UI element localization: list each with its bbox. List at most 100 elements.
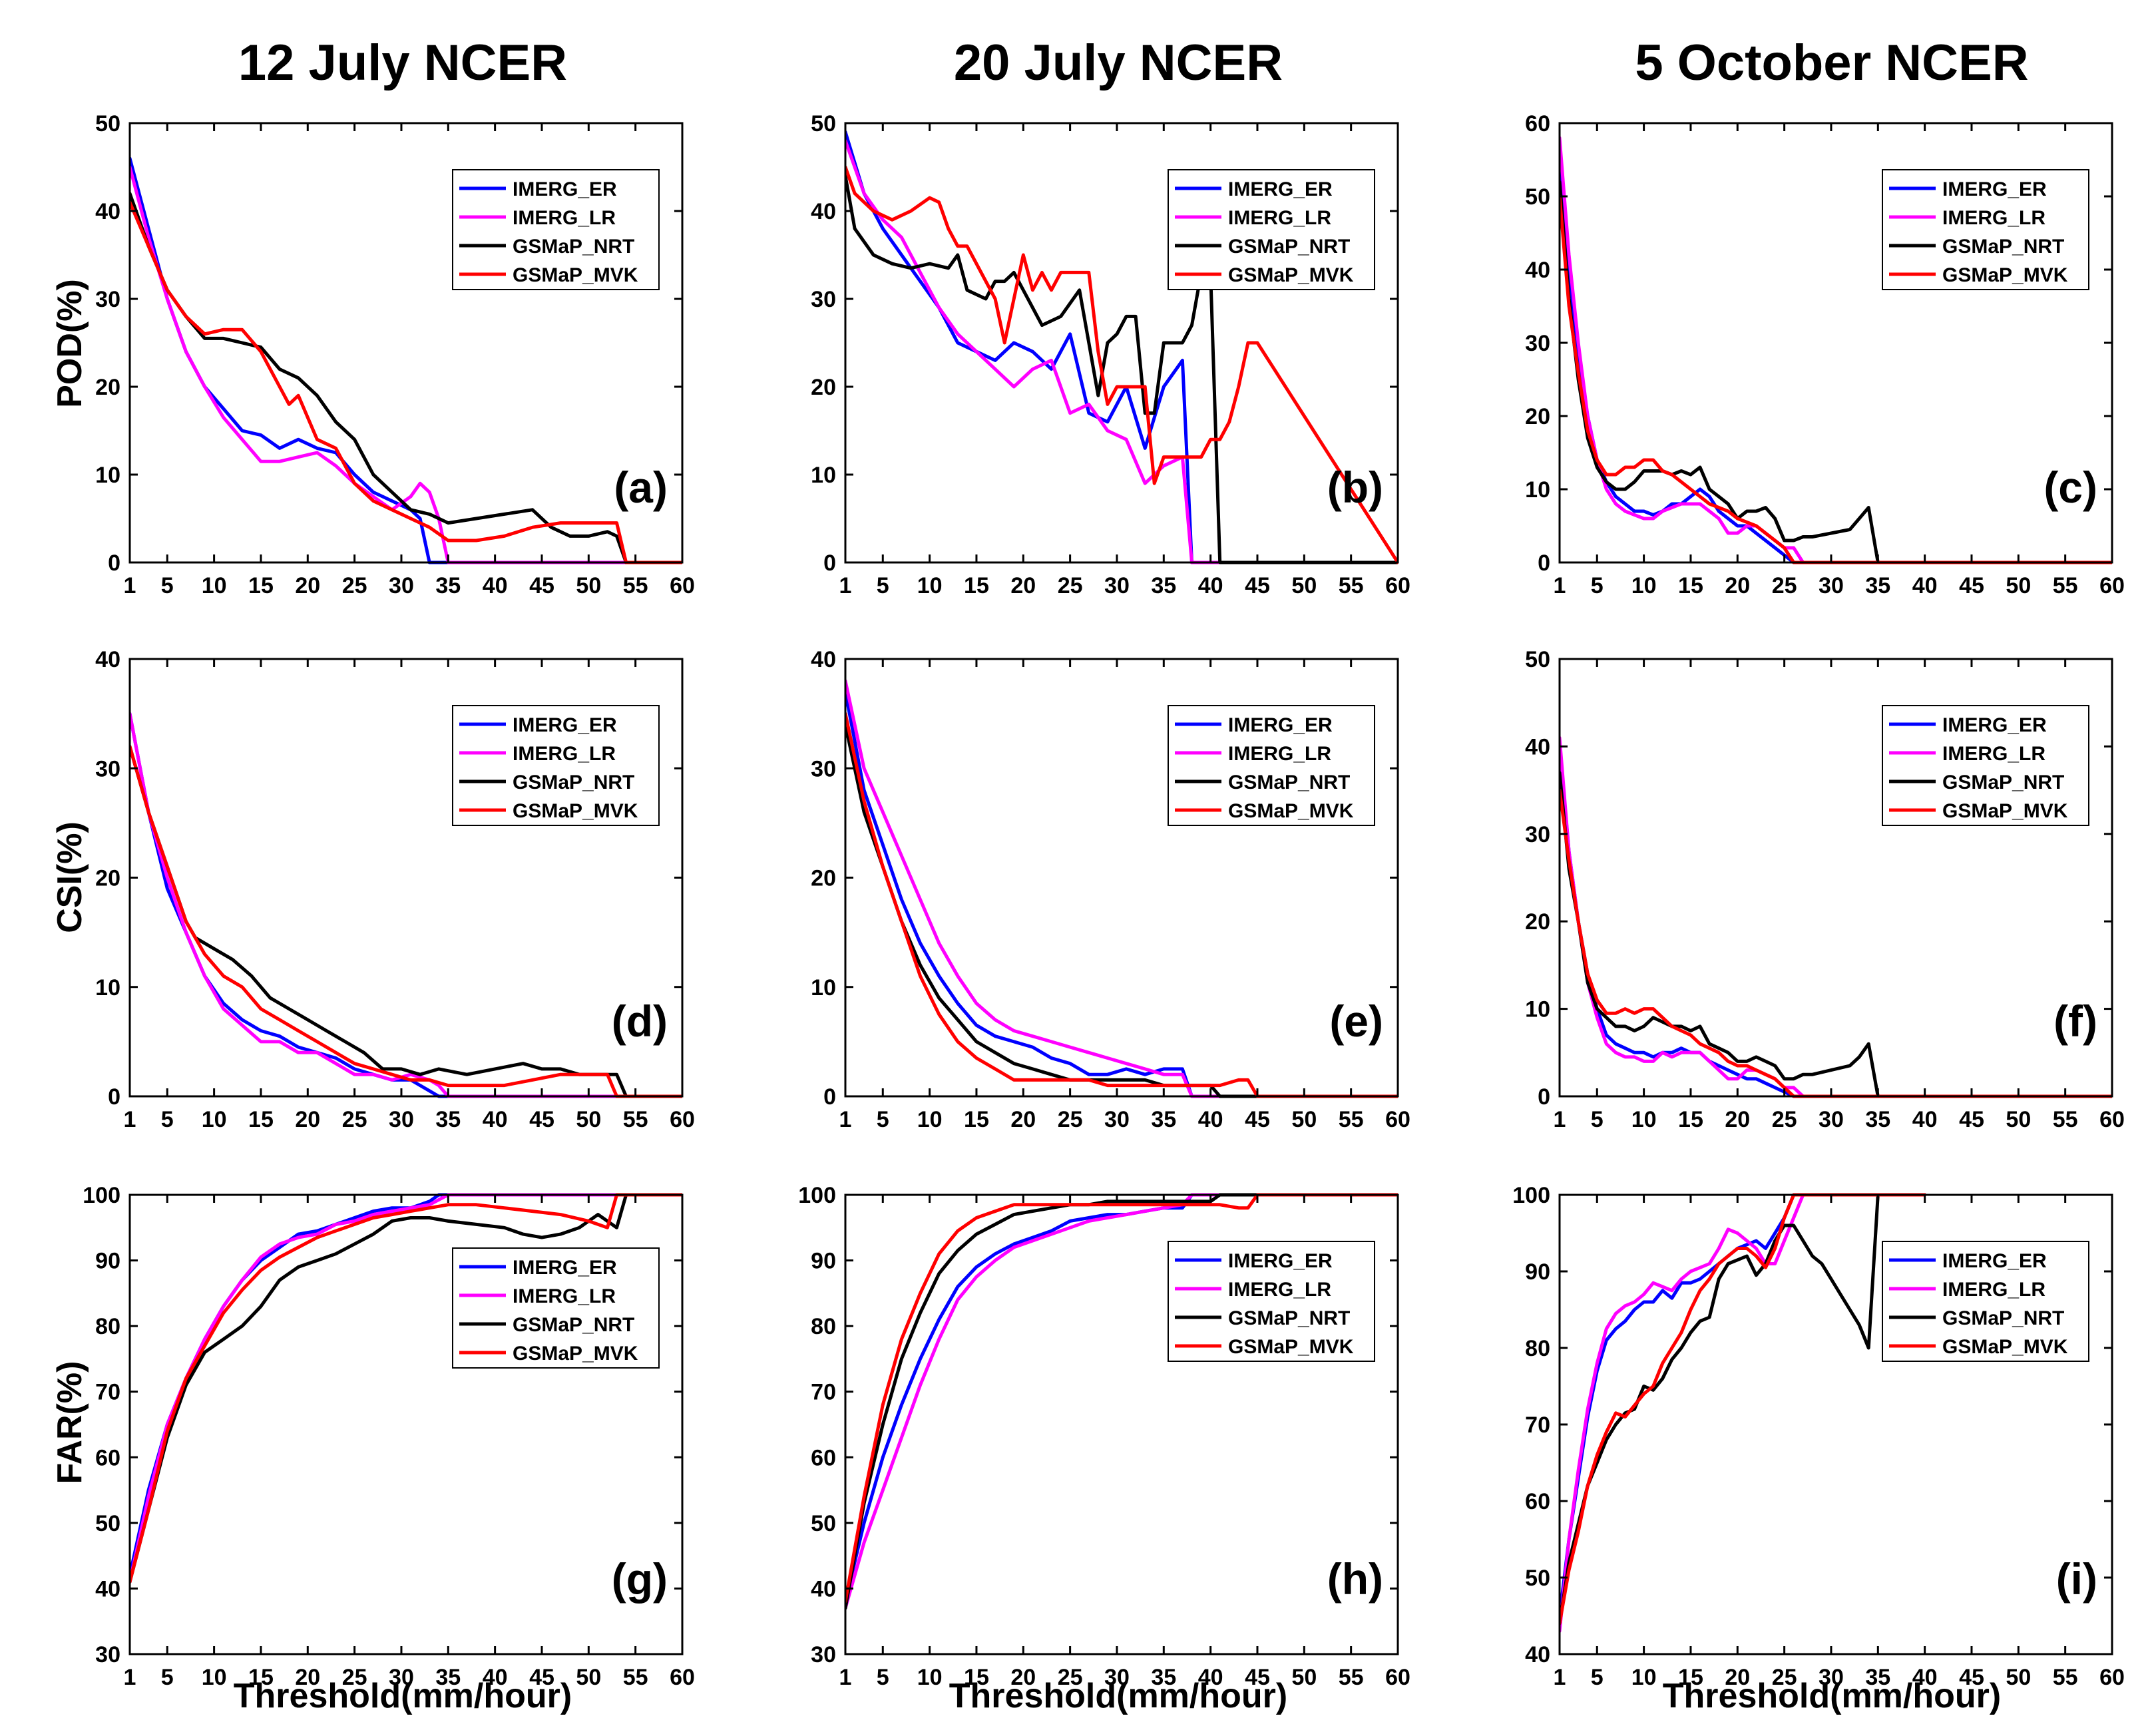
series-line-imerg-lr [1560, 1193, 1927, 1633]
xlabel-col-1: Threshold(mm/hour) [234, 1677, 572, 1715]
legend-label: IMERG_ER [513, 178, 617, 200]
panel-f-label: (f) [2053, 996, 2097, 1046]
x-tick-label: 45 [529, 573, 554, 598]
legend-label: GSMaP_NRT [1942, 1307, 2064, 1329]
y-tick-label: 20 [811, 866, 836, 891]
legend-label: GSMaP_MVK [1228, 264, 1354, 286]
y-tick-label: 0 [108, 550, 120, 576]
x-tick-label: 60 [1385, 1665, 1410, 1690]
y-tick-label: 80 [811, 1314, 836, 1339]
legend-label: IMERG_LR [1942, 743, 2045, 765]
x-tick-label: 30 [1819, 1107, 1844, 1132]
series-line-gsmap-mvk [845, 1193, 1398, 1604]
x-tick-label: 25 [1058, 1107, 1083, 1132]
y-tick-label: 10 [95, 463, 120, 488]
legend-label: IMERG_ER [1942, 178, 2047, 200]
x-tick-label: 25 [1772, 1107, 1797, 1132]
panel-g: 1 5 10 15 20 25 30 35 40 45 50 55 60 30 40 50 60 70 80 90 10… [83, 1183, 695, 1690]
x-tick-label: 45 [1245, 1107, 1270, 1132]
legend-label: IMERG_ER [1942, 714, 2047, 736]
y-tick-label: 40 [811, 647, 836, 672]
x-tick-label: 30 [389, 573, 414, 598]
x-tick-label: 40 [1198, 573, 1223, 598]
legend-label: IMERG_LR [1228, 207, 1331, 229]
x-tick-label: 10 [1631, 1665, 1657, 1690]
y-tick-label: 10 [1525, 997, 1550, 1022]
y-tick-label: 40 [1525, 258, 1550, 283]
panel-f-axes-box [1558, 658, 2113, 1098]
legend-label: IMERG_LR [1942, 1279, 2045, 1301]
x-tick-label: 30 [1819, 573, 1844, 598]
x-tick-label: 5 [877, 1665, 889, 1690]
column-title-2: 20 July NCER [954, 35, 1283, 91]
x-tick-label: 20 [295, 573, 320, 598]
panel-f-legend: IMERG_ER IMERG_LR GSMaP_NRT GSMaP_MVK [1882, 705, 2089, 826]
legend-label: IMERG_LR [1228, 743, 1331, 765]
y-tick-label: 30 [95, 287, 120, 312]
x-tick-label: 50 [1291, 1107, 1317, 1132]
y-tick-label: 60 [1525, 1489, 1550, 1514]
series-line-imerg-er [845, 130, 1398, 564]
x-tick-label: 5 [877, 573, 889, 598]
x-tick-label: 15 [248, 573, 274, 598]
panel-g-legend: IMERG_ER IMERG_LR GSMaP_NRT GSMaP_MVK [452, 1247, 660, 1369]
y-tick-label: 50 [811, 1511, 836, 1536]
panel-f-series [1560, 736, 2112, 1098]
y-tick-label: 60 [1525, 111, 1550, 136]
y-tick-label: 70 [95, 1380, 120, 1405]
panel-h: 1 5 10 15 20 25 30 35 40 45 50 55 60 30 40 50 60 70 80 90 10… [798, 1183, 1410, 1690]
panel-i-label: (i) [2056, 1554, 2097, 1604]
x-tick-label: 10 [1631, 1107, 1657, 1132]
legend-box [1882, 169, 2089, 290]
series-line-gsmap-nrt [130, 744, 682, 1098]
x-tick-label: 10 [917, 573, 943, 598]
series-line-gsmap-mvk [1560, 1193, 1927, 1626]
x-tick-label: 1 [124, 1665, 136, 1690]
x-tick-label: 30 [1104, 1665, 1130, 1690]
panel-d: 1 5 10 15 20 25 30 35 40 45 50 55 60 0 10 20 30 40 IMERG_E… [95, 647, 695, 1132]
column-title-1: 12 July NCER [238, 35, 567, 91]
series-line-gsmap-mvk [130, 744, 682, 1098]
legend-label: IMERG_ER [1942, 1250, 2047, 1272]
x-tick-label: 1 [1554, 573, 1566, 598]
x-tick-label: 35 [1151, 573, 1176, 598]
panel-a-legend: IMERG_ER IMERG_LR GSMaP_NRT GSMaP_MVK [452, 169, 660, 290]
series-line-gsmap-mvk [1560, 194, 2112, 564]
y-tick-label: 40 [811, 1576, 836, 1602]
x-tick-label: 15 [1678, 1107, 1703, 1132]
series-line-imerg-er [1560, 744, 2112, 1098]
panel-h-series [845, 1193, 1398, 1610]
x-tick-label: 40 [1912, 1107, 1938, 1132]
series-line-gsmap-mvk [845, 712, 1398, 1098]
y-tick-label: 60 [811, 1445, 836, 1470]
x-tick-label: 40 [1198, 1665, 1223, 1690]
x-tick-label: 5 [161, 1665, 174, 1690]
x-tick-label: 35 [435, 1665, 461, 1690]
x-tick-label: 5 [1591, 573, 1604, 598]
legend-label: IMERG_ER [1228, 1250, 1333, 1272]
y-tick-label: 50 [1525, 184, 1550, 210]
x-tick-label: 40 [483, 1107, 508, 1132]
legend-label: GSMaP_MVK [1228, 800, 1354, 822]
x-tick-label: 55 [2053, 1665, 2078, 1690]
panel-c-legend: IMERG_ER IMERG_LR GSMaP_NRT GSMaP_MVK [1882, 169, 2089, 290]
panel-g-axes-box [128, 1194, 684, 1655]
panel-b-legend: IMERG_ER IMERG_LR GSMaP_NRT GSMaP_MVK [1168, 169, 1375, 290]
legend-label: GSMaP_NRT [1228, 771, 1350, 793]
x-tick-label: 25 [1058, 1665, 1083, 1690]
column-xlabels: Threshold(mm/hour) Threshold(mm/hour) Th… [234, 1677, 2001, 1715]
y-tick-label: 30 [95, 756, 120, 781]
panel-b-axes-box [844, 122, 1399, 564]
panel-b-series [845, 130, 1398, 564]
panel-e: 1 5 10 15 20 25 30 35 40 45 50 55 60 0 10 20 30 40 IMERG_E… [811, 647, 1410, 1132]
legend-label: GSMaP_NRT [1942, 771, 2064, 793]
x-tick-label: 60 [670, 1665, 695, 1690]
x-tick-label: 55 [1339, 1107, 1364, 1132]
x-tick-label: 1 [839, 573, 852, 598]
y-tick-label: 40 [811, 199, 836, 224]
y-tick-label: 10 [1525, 477, 1550, 503]
series-line-gsmap-nrt [130, 192, 682, 564]
x-tick-label: 40 [1912, 1665, 1938, 1690]
series-line-gsmap-nrt [1560, 771, 2112, 1098]
